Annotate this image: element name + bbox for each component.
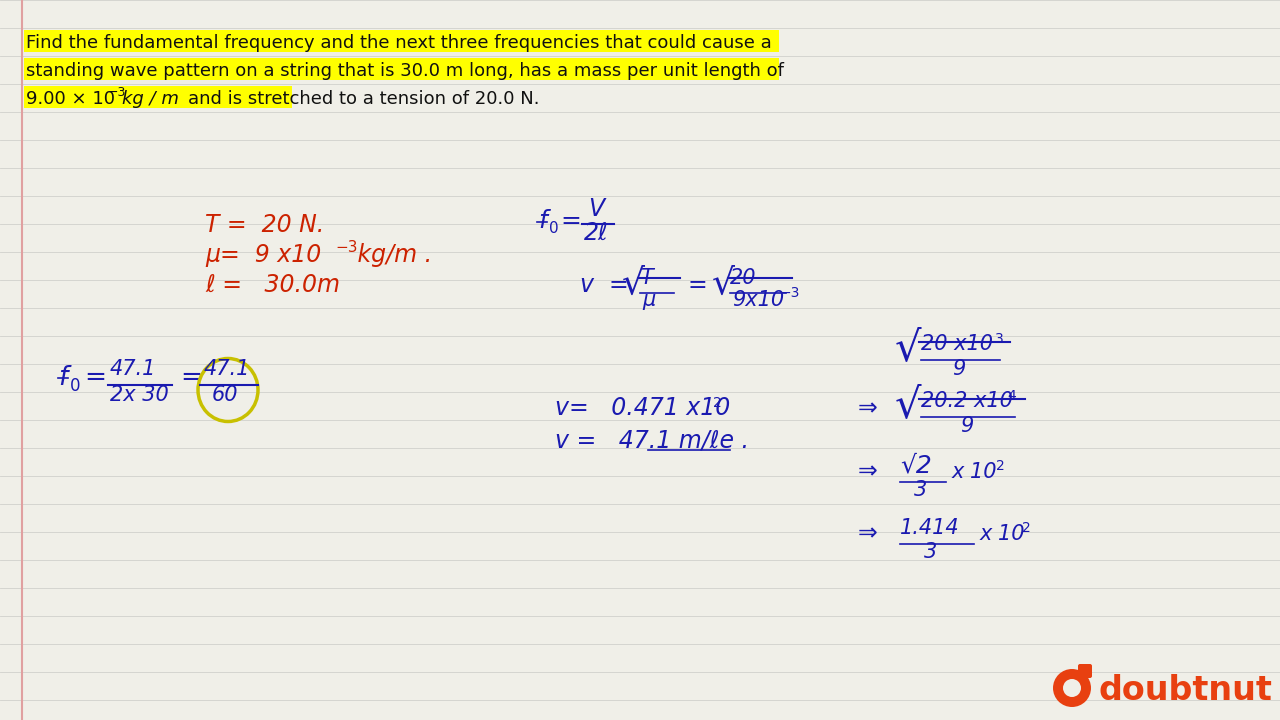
Text: =: =: [180, 365, 202, 391]
Text: T =  20 N.: T = 20 N.: [205, 213, 324, 237]
Text: x 10: x 10: [980, 524, 1025, 544]
Text: 60: 60: [212, 385, 238, 405]
Text: and is stretched to a tension of 20.0 N.: and is stretched to a tension of 20.0 N.: [188, 90, 539, 108]
Text: =: =: [687, 273, 707, 297]
Text: ⇒: ⇒: [858, 396, 878, 420]
Text: ℓ =   30.0m: ℓ = 30.0m: [205, 273, 340, 297]
FancyBboxPatch shape: [1078, 664, 1092, 678]
Text: 2: 2: [996, 459, 1005, 473]
Text: T: T: [640, 268, 653, 288]
Text: ⇒: ⇒: [858, 521, 878, 545]
Text: v  =: v =: [580, 273, 628, 297]
Text: 2: 2: [1021, 521, 1030, 535]
Text: standing wave pattern on a string that is 30.0 m long, has a mass per unit lengt: standing wave pattern on a string that i…: [26, 62, 783, 80]
Text: 3: 3: [924, 542, 937, 562]
Ellipse shape: [1053, 669, 1091, 707]
Text: −3: −3: [108, 86, 127, 99]
Text: 2x 30: 2x 30: [110, 385, 169, 405]
Text: 47.1: 47.1: [110, 359, 156, 379]
Text: √: √: [895, 327, 922, 369]
Text: doubtnut: doubtnut: [1098, 674, 1272, 707]
Text: √: √: [712, 267, 735, 301]
Text: V: V: [588, 197, 604, 221]
FancyBboxPatch shape: [24, 30, 780, 52]
Text: f: f: [538, 209, 547, 233]
Text: f: f: [58, 365, 68, 391]
Text: ⇒: ⇒: [858, 459, 878, 483]
Text: 0: 0: [70, 377, 81, 395]
Text: 20.2 x10: 20.2 x10: [922, 391, 1012, 411]
Text: 2: 2: [713, 396, 722, 410]
Text: 20 x10: 20 x10: [922, 334, 993, 354]
Text: 47.1: 47.1: [204, 359, 251, 379]
Text: =: =: [84, 365, 106, 391]
Text: μ=  9 x10: μ= 9 x10: [205, 243, 321, 267]
Text: 20: 20: [730, 268, 756, 288]
Text: μ: μ: [643, 290, 655, 310]
Text: =: =: [561, 209, 581, 233]
Text: v=   0.471 x10: v= 0.471 x10: [556, 396, 731, 420]
Text: 3: 3: [995, 332, 1004, 346]
Text: 9: 9: [952, 359, 965, 379]
Text: kg / m: kg / m: [122, 90, 179, 108]
Text: x 10: x 10: [952, 462, 997, 482]
Ellipse shape: [1062, 679, 1082, 697]
Text: kg/m .: kg/m .: [349, 243, 433, 267]
Text: Find the fundamental frequency and the next three frequencies that could cause a: Find the fundamental frequency and the n…: [26, 34, 772, 52]
FancyBboxPatch shape: [24, 58, 780, 80]
Text: 9.00 × 10: 9.00 × 10: [26, 90, 115, 108]
Text: 9x10: 9x10: [732, 290, 785, 310]
Text: √: √: [622, 267, 645, 301]
Text: √2: √2: [900, 453, 932, 477]
Text: 2ℓ: 2ℓ: [584, 221, 609, 245]
Text: 3: 3: [914, 480, 927, 500]
Text: 4: 4: [1007, 389, 1016, 403]
FancyBboxPatch shape: [24, 86, 292, 108]
Text: −3: −3: [780, 286, 800, 300]
Text: 9: 9: [960, 416, 973, 436]
Text: 0: 0: [549, 221, 558, 236]
Text: √: √: [895, 384, 922, 426]
Text: −3: −3: [335, 240, 357, 255]
Text: v =   47.1 m/ℓe .: v = 47.1 m/ℓe .: [556, 429, 749, 453]
Text: 1.414: 1.414: [900, 518, 960, 538]
